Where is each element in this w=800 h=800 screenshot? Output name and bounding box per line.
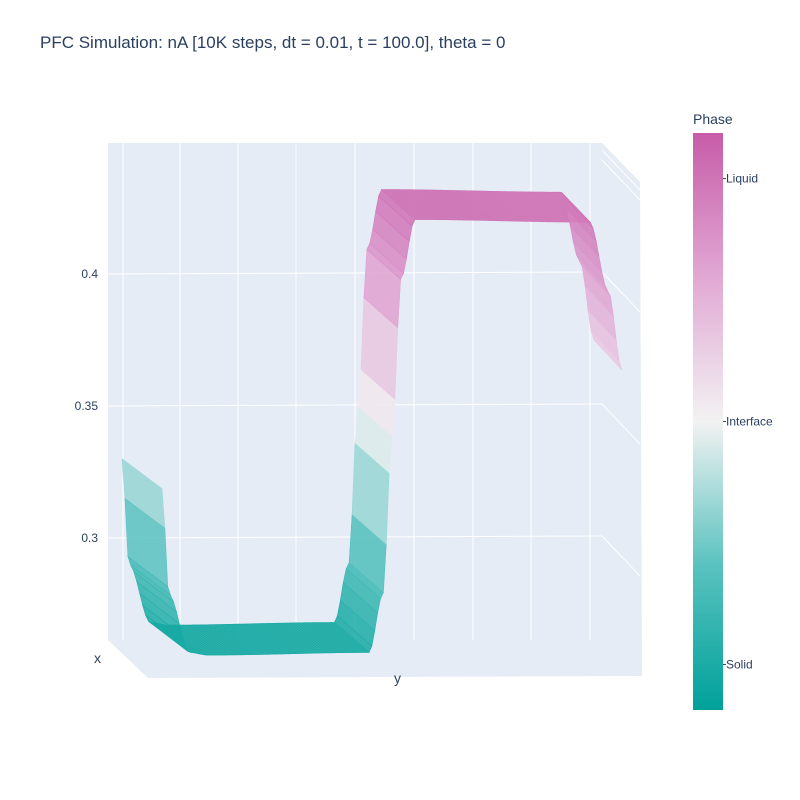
colorbar-tick-interface: Interface [726, 415, 773, 429]
colorbar-ticks: Liquid Interface Solid [723, 172, 773, 671]
z-tick-label: 0.4 [81, 267, 98, 281]
y-axis-title: y [394, 670, 401, 686]
surface-strip [590, 330, 623, 371]
side-wall [602, 143, 642, 676]
z-tick-label: 0.35 [75, 399, 99, 413]
x-axis-title: x [94, 650, 101, 666]
colorbar-tick-liquid: Liquid [726, 172, 758, 186]
colorbar-tick-solid: Solid [726, 657, 753, 671]
surface[interactable] [121, 189, 623, 656]
z-tick-label: 0.3 [81, 531, 98, 545]
chart-title: PFC Simulation: nA [10K steps, dt = 0.01… [40, 33, 506, 52]
colorbar: Phase Liquid Interface Solid [693, 111, 773, 710]
colorbar-bar [693, 133, 723, 710]
colorbar-title: Phase [693, 111, 733, 127]
z-tick-labels: 0.3 0.35 0.4 [75, 267, 99, 545]
